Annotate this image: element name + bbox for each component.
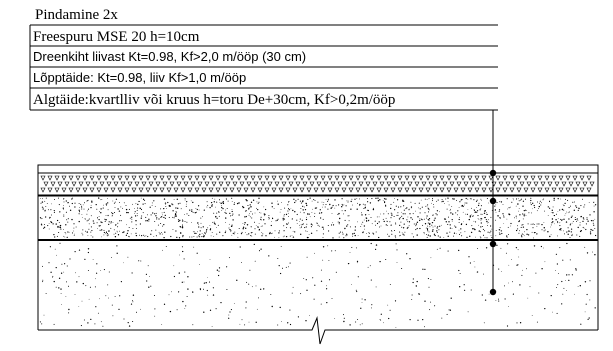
label-block: Pindamine 2x Freespuru MSE 20 h=10cm Dre… <box>29 7 498 111</box>
label-dreenkiht: Dreenkiht liivast Kt=0.98, Kf>2,0 m/ööp … <box>33 49 306 64</box>
label-lopptaide: Lõpptäide: Kt=0.98, liiv Kf>1,0 m/ööp <box>33 70 246 85</box>
leader <box>489 110 497 296</box>
leader-dot-surface <box>489 169 497 177</box>
bottom-break-line <box>38 316 598 345</box>
leader-dot-asphalt <box>489 197 497 205</box>
asphalt-layer-pattern <box>40 175 595 193</box>
label-pindamine: Pindamine 2x <box>35 7 118 23</box>
leader-dot-drainage <box>489 240 497 248</box>
leader-dot-fill <box>489 288 497 296</box>
layer-stack <box>37 164 599 345</box>
drainage-layer-pattern <box>39 197 597 239</box>
label-freespuru: Freespuru MSE 20 h=10cm <box>33 29 200 45</box>
surface-layer <box>37 164 599 174</box>
fill-layer-pattern <box>39 242 596 328</box>
label-algtaide: Algtäide:kvartlliv või kruus h=toru De+3… <box>33 92 395 108</box>
